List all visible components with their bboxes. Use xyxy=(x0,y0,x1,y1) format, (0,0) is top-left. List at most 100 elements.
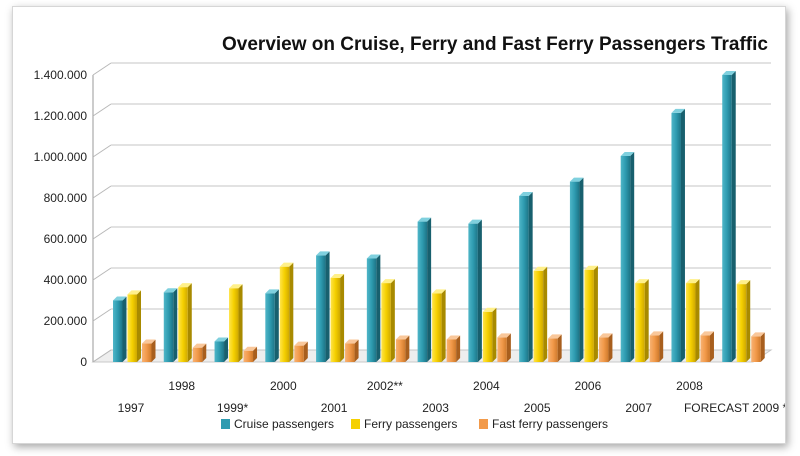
bar-cruise-passengers xyxy=(316,255,326,362)
bar-side xyxy=(325,251,330,362)
bar-side xyxy=(427,217,432,362)
bar-cruise-passengers xyxy=(417,221,428,362)
y-tick-label: 1.000.000 xyxy=(34,150,88,164)
bar-side xyxy=(238,284,243,362)
bar-side xyxy=(405,335,410,362)
bar-side xyxy=(528,191,533,362)
bar-ferry-passengers xyxy=(533,270,544,362)
bar-ferry-passengers xyxy=(229,288,239,362)
bar-side xyxy=(593,265,598,362)
bar-top xyxy=(294,341,308,346)
chart-frame: Overview on Cruise, Ferry and Fast Ferry… xyxy=(12,6,786,444)
bar-top xyxy=(229,284,243,289)
legend-swatch xyxy=(221,419,230,429)
bar-top xyxy=(482,307,497,312)
legend-swatch xyxy=(351,419,360,429)
legend-label: Fast ferry passengers xyxy=(492,417,608,431)
x-tick-label: 1999* xyxy=(217,401,249,415)
bar-ferry-passengers xyxy=(381,283,391,362)
bar-top xyxy=(468,219,482,224)
legend-label: Cruise passengers xyxy=(234,417,334,431)
gridline-diagonal xyxy=(92,103,112,117)
bar-top xyxy=(519,191,533,196)
gridline-diagonal xyxy=(92,308,112,322)
bar-top xyxy=(395,335,410,340)
bar-side xyxy=(695,279,700,362)
bar-side xyxy=(151,339,156,362)
bar-top xyxy=(722,71,736,75)
x-tick-label: 2005 xyxy=(524,401,551,415)
bar-top xyxy=(192,343,207,348)
bar-top xyxy=(446,335,461,340)
x-tick-label: 2008 xyxy=(676,379,703,393)
bar-top xyxy=(381,279,395,284)
legend-label: Ferry passengers xyxy=(364,417,457,431)
bar-top xyxy=(345,339,359,344)
bar-top xyxy=(598,333,613,338)
chart-svg: Overview on Cruise, Ferry and Fast Ferry… xyxy=(34,34,785,431)
bar-side xyxy=(187,283,192,362)
bar-top xyxy=(649,331,664,336)
bar-top xyxy=(432,289,446,294)
bar-top xyxy=(569,177,584,182)
bar-side xyxy=(709,331,714,362)
bar-top xyxy=(163,288,178,293)
bar-side xyxy=(340,273,345,362)
bar-side xyxy=(390,279,395,362)
bar-side xyxy=(644,279,649,362)
y-tick-label: 600.000 xyxy=(44,232,88,246)
bar-top xyxy=(214,337,229,342)
gridline-diagonal xyxy=(92,144,112,158)
x-tick-label: 1997 xyxy=(118,401,145,415)
bar-side xyxy=(376,254,381,362)
gridline-diagonal xyxy=(92,185,112,199)
bar-ferry-passengers xyxy=(736,284,747,362)
bar-cruise-passengers xyxy=(569,181,580,362)
bar-top xyxy=(127,290,141,295)
bar-side xyxy=(659,331,664,362)
bar-cruise-passengers xyxy=(265,293,275,362)
bar-side xyxy=(303,341,308,362)
x-tick-label: 2002** xyxy=(367,379,403,393)
bar-side xyxy=(760,332,765,362)
bar-top xyxy=(417,217,432,222)
y-tick-label: 1.200.000 xyxy=(34,109,88,123)
gridline-diagonal xyxy=(92,349,112,363)
bar-ferry-passengers xyxy=(279,266,290,362)
bar-top xyxy=(751,332,765,337)
y-tick-label: 0 xyxy=(80,355,87,369)
bar-ferry-passengers xyxy=(330,277,341,362)
bar-top xyxy=(265,289,279,294)
chart-title: Overview on Cruise, Ferry and Fast Ferry… xyxy=(222,34,768,55)
x-tick-label: 2000 xyxy=(270,379,297,393)
bar-top xyxy=(736,280,751,285)
bar-cruise-passengers xyxy=(519,195,529,362)
bar-fast-ferry-passengers xyxy=(649,335,660,362)
bar-ferry-passengers xyxy=(635,283,645,362)
bar-top xyxy=(316,251,330,256)
bar-top xyxy=(700,331,714,336)
bar-top xyxy=(142,339,156,344)
bar-top xyxy=(497,333,511,338)
bar-side xyxy=(557,334,562,362)
bar-top xyxy=(243,346,258,351)
x-tick-label: 2001 xyxy=(321,401,348,415)
x-tick-label: 2004 xyxy=(473,379,500,393)
x-tick-label: 2003 xyxy=(422,401,449,415)
bar-cruise-passengers xyxy=(366,258,377,362)
bar-side xyxy=(289,262,294,362)
bar-side xyxy=(492,307,497,362)
bar-cruise-passengers xyxy=(214,341,225,362)
bar-side xyxy=(441,289,446,362)
bar-side xyxy=(543,266,548,362)
bar-fast-ferry-passengers xyxy=(497,337,507,362)
bar-fast-ferry-passengers xyxy=(751,336,761,362)
bar-top xyxy=(178,283,192,288)
bar-cruise-passengers xyxy=(468,223,478,362)
bar-top xyxy=(685,279,700,284)
bar-side xyxy=(608,333,613,362)
bar-side xyxy=(202,343,207,362)
gridline-diagonal xyxy=(92,267,112,281)
bar-side xyxy=(173,288,178,362)
bar-side xyxy=(274,289,279,362)
